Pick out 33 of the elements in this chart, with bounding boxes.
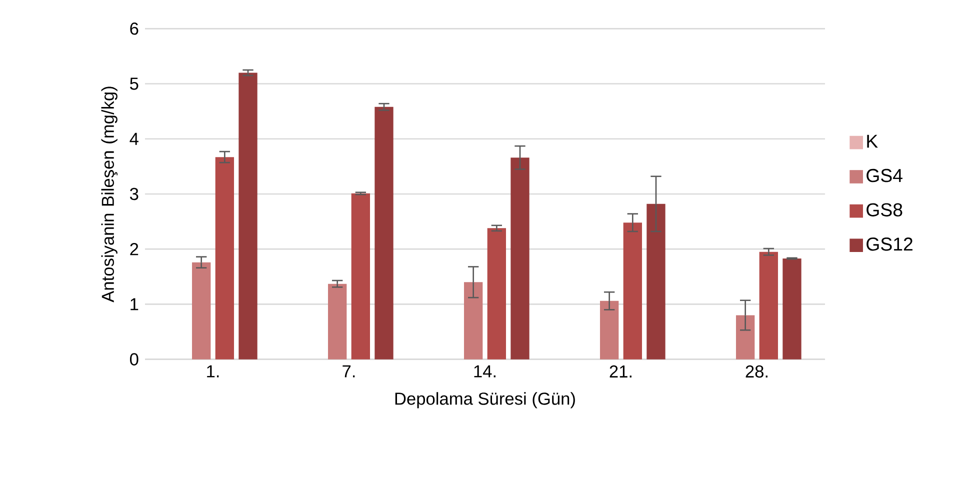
x-tick-label: 14.: [474, 365, 496, 378]
x-tick-label: 21.: [610, 365, 632, 378]
bar: [759, 252, 778, 360]
bar: [623, 222, 642, 360]
y-tick-label: 3: [130, 188, 138, 200]
bar: [328, 284, 347, 360]
y-tick-label: 0: [130, 353, 138, 366]
y-tick-label: 2: [130, 242, 138, 255]
bar: [782, 258, 802, 360]
x-tick-label: 7.: [342, 365, 355, 378]
bar: [351, 193, 370, 360]
legend-label: GS12: [866, 237, 912, 251]
bar: [374, 106, 394, 360]
x-tick-label: 28.: [746, 365, 768, 378]
bar: [600, 300, 619, 360]
bar: [215, 156, 234, 360]
bar: [192, 262, 211, 360]
bar: [238, 72, 258, 360]
y-tick-label: 6: [130, 22, 138, 35]
bar: [510, 157, 530, 360]
x-tick-label: 1.: [207, 365, 219, 378]
bar: [487, 228, 506, 360]
legend-label: GS8: [866, 203, 902, 216]
bar: [736, 315, 755, 360]
legend-label: GS4: [866, 168, 902, 182]
legend-label: K: [867, 134, 878, 148]
y-tick-label: 4: [130, 132, 138, 145]
y-axis-title: Antosiyanin Bileşen (mg/kg): [101, 86, 118, 302]
y-tick-label: 5: [130, 78, 138, 90]
bar: [464, 282, 483, 360]
bar: [646, 204, 666, 360]
x-axis-title: Depolama Süresi (Gün): [395, 392, 575, 408]
y-tick-label: 1: [130, 298, 138, 310]
